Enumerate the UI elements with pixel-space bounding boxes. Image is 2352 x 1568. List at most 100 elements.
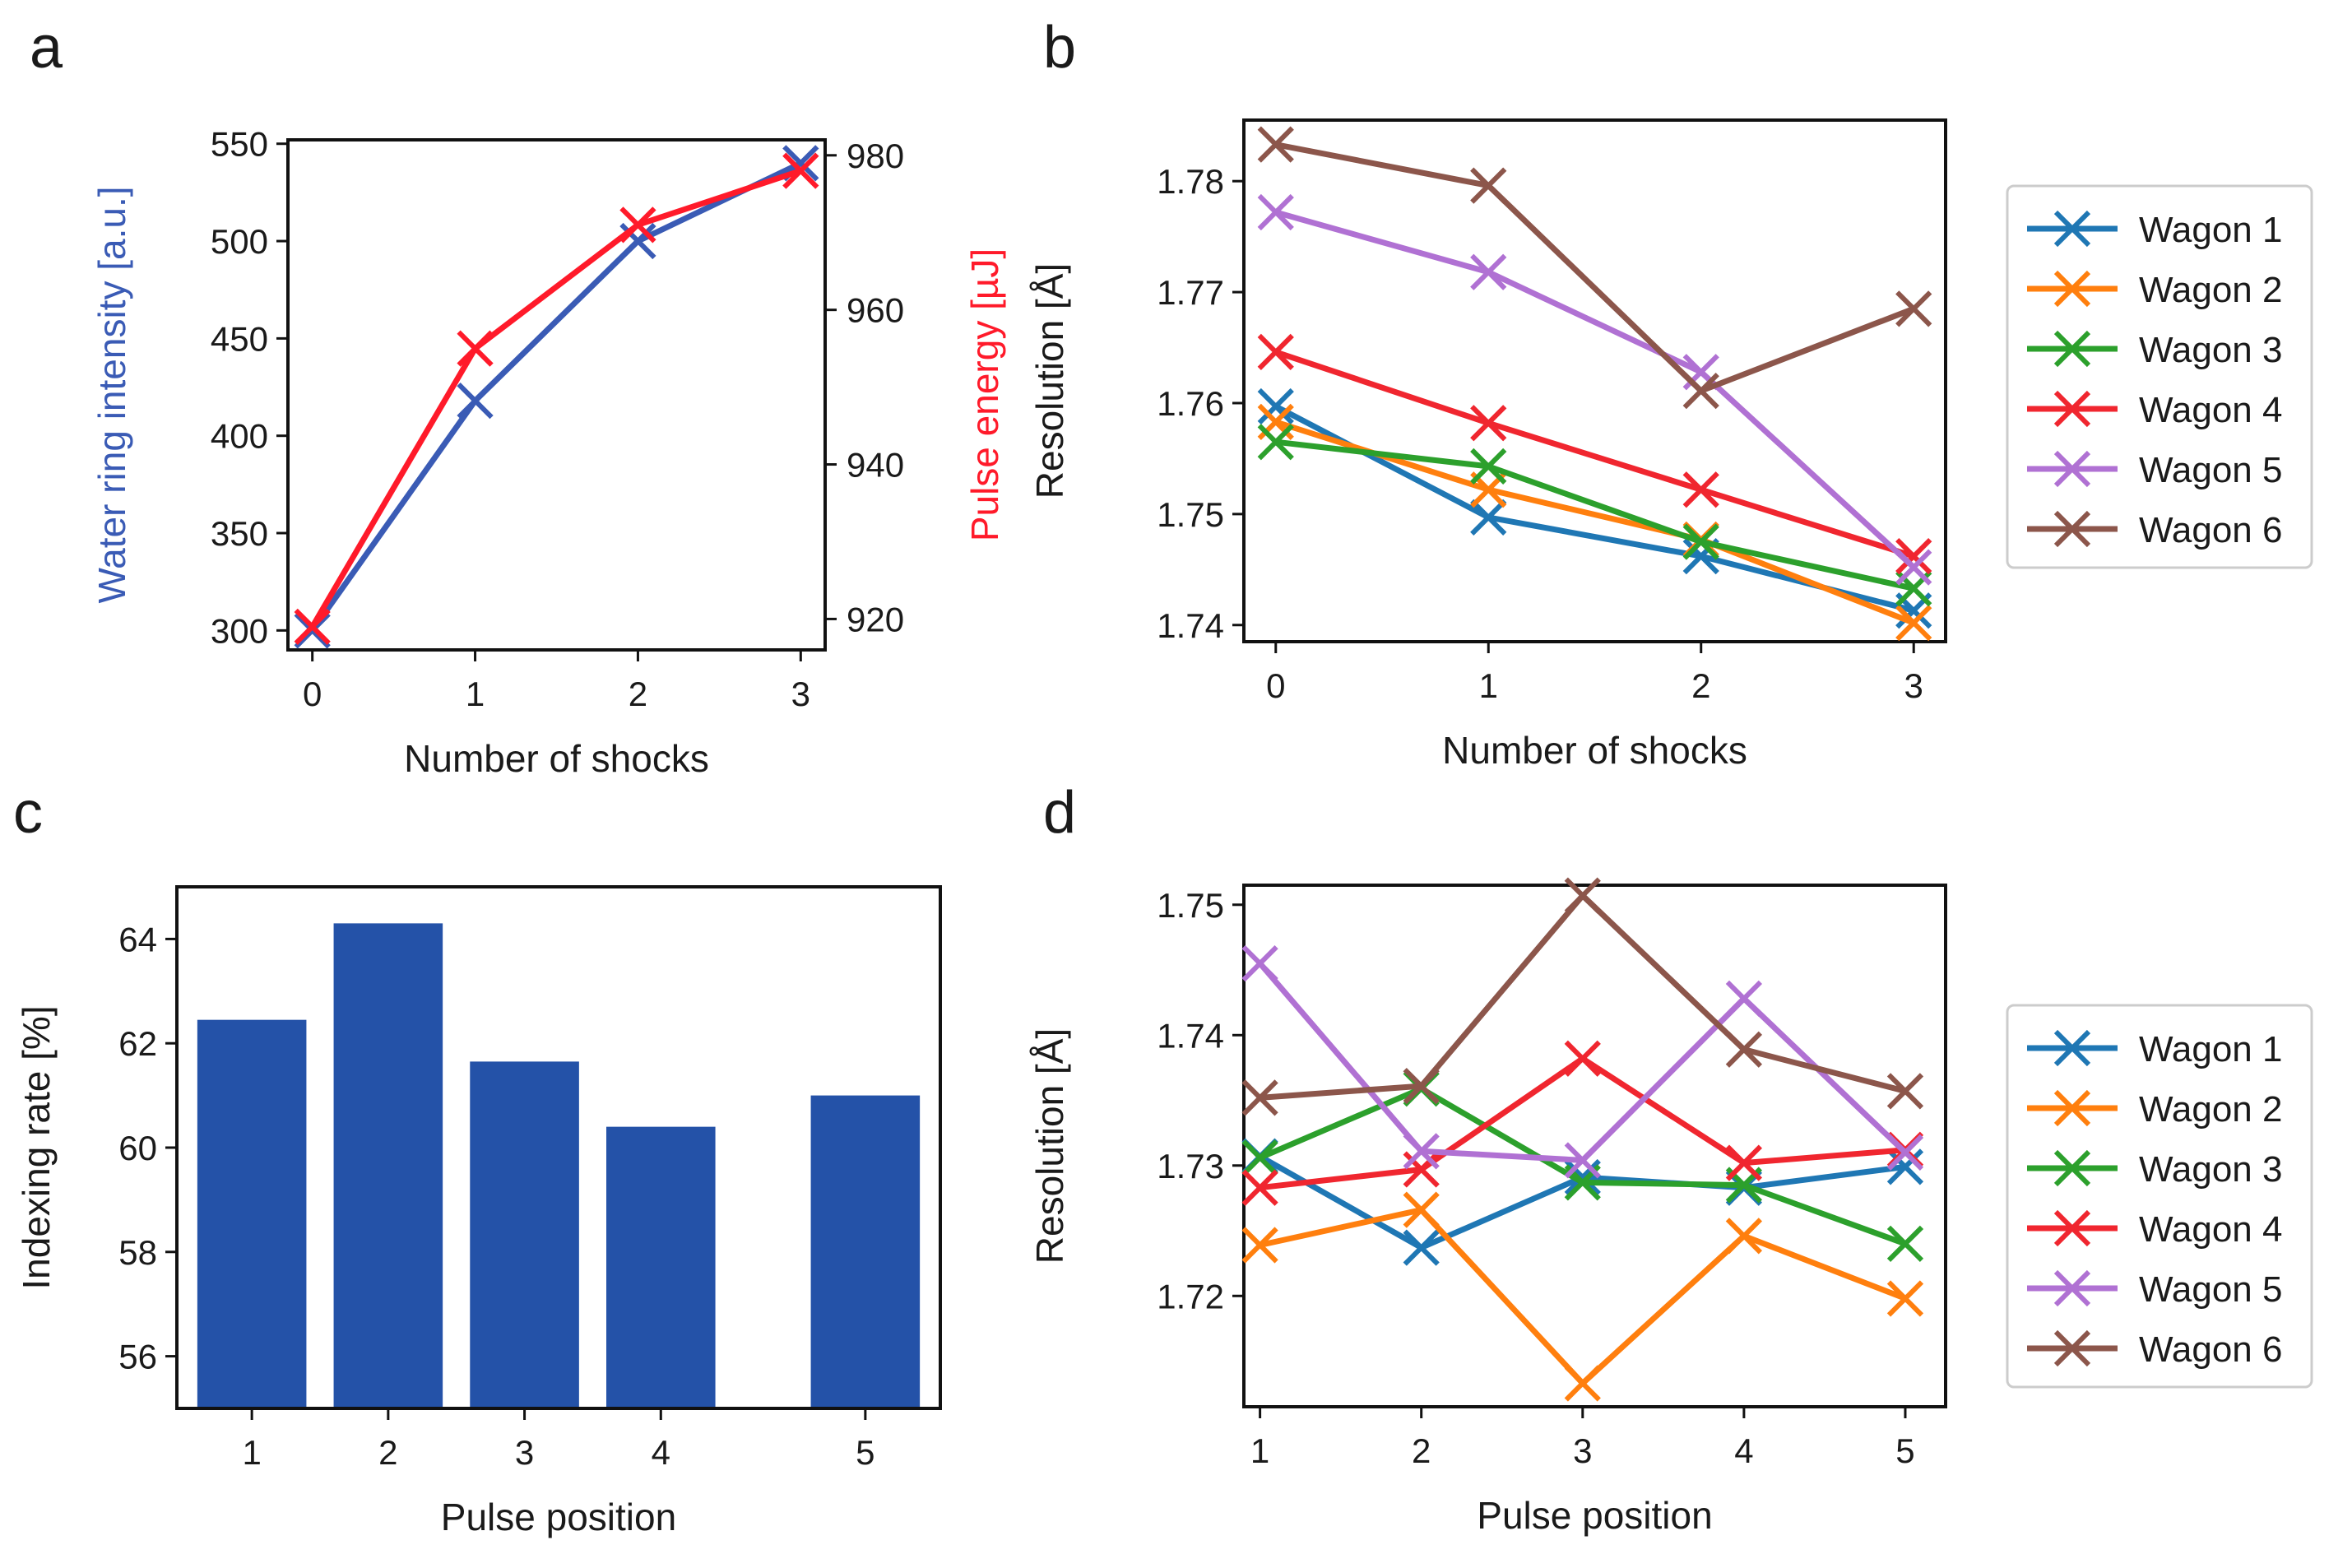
panel-letter-c: c: [13, 780, 43, 846]
panel-b-wagon-5-line: [1274, 209, 1916, 570]
panel-d-xtick-label: 2: [1412, 1431, 1431, 1470]
panel-b-legend-label: Wagon 3: [2139, 330, 2282, 370]
panel-d-legend-swatch-marker: [2053, 1209, 2091, 1247]
panel-a-ytick-label: 500: [211, 222, 268, 261]
panel-letter-d: d: [1043, 780, 1076, 846]
panel-d-legend-label: Wagon 4: [2139, 1209, 2282, 1250]
panel-d-wagon-6-point: [1241, 1079, 1278, 1116]
panel-c-ytick-label: 64: [118, 920, 157, 958]
panel-d-wagon-3-point: [1886, 1225, 1924, 1263]
panel-b-legend-swatch-marker: [2053, 510, 2091, 548]
panel-b-wagon-5-point: [1257, 193, 1294, 231]
panel-a-water-ring-point: [619, 222, 656, 260]
panel-d-wagon-5-point: [1403, 1133, 1440, 1170]
panel-c-ytick-label: 58: [118, 1233, 157, 1272]
panel-d-legend-label: Wagon 3: [2139, 1149, 2282, 1190]
panel-d-ytick-label: 1.75: [1157, 886, 1224, 925]
panel-d-wagon-1-point: [1403, 1229, 1440, 1266]
panel-d-wagon-3-point: [1241, 1139, 1278, 1176]
panel-b-legend-label: Wagon 5: [2139, 450, 2282, 490]
panel-a-ytick-right-label: 960: [847, 291, 904, 330]
panel-d-wagon-2-point: [1241, 1227, 1278, 1264]
panel-c-bar: [197, 1019, 307, 1408]
panel-a-ylabel-left: Water ring intensity [a.u.]: [90, 186, 133, 603]
panel-a-xlabel: Number of shocks: [404, 737, 709, 780]
panel-c-xtick-label: 1: [242, 1433, 261, 1472]
panel-a-water-ring-point: [457, 382, 494, 420]
panel-d-xtick-label: 3: [1573, 1431, 1592, 1470]
panel-d-legend-label: Wagon 6: [2139, 1329, 2282, 1370]
panel-c-ytick-label: 60: [118, 1129, 157, 1167]
panel-a-xtick-label: 0: [303, 675, 322, 713]
panel-c-bar: [470, 1061, 579, 1408]
panel-d-wagon-5-point: [1725, 980, 1763, 1018]
panel-b-ytick-label: 1.77: [1157, 273, 1224, 312]
panel-b-wagon-1-point: [1470, 499, 1507, 536]
panel-c-xlabel: Pulse position: [441, 1496, 676, 1538]
panel-d-ytick-label: 1.74: [1157, 1016, 1224, 1055]
panel-a-pulse-energy-point: [294, 608, 331, 645]
panel-b-wagon-3-point: [1682, 523, 1719, 560]
panel-d-legend-label: Wagon 2: [2139, 1089, 2282, 1130]
panel-b-legend-swatch-marker: [2053, 450, 2091, 488]
panel-a-ytick-label: 300: [211, 611, 268, 650]
panel-d-xtick-label: 4: [1734, 1431, 1753, 1470]
panel-c-bar: [810, 1095, 921, 1408]
panel-b-xlabel: Number of shocks: [1442, 729, 1747, 772]
panel-c-bar: [606, 1126, 716, 1408]
panel-a-plot-frame: [286, 138, 827, 652]
panel-letter-a: a: [30, 15, 63, 81]
panel-d-wagon-5-point: [1241, 944, 1278, 982]
panel-b-wagon-1-point: [1257, 387, 1294, 425]
panel-b-wagon-6-line: [1275, 141, 1915, 394]
panel-b-wagon-6-point: [1682, 373, 1719, 410]
panel-d-xlabel: Pulse position: [1477, 1494, 1712, 1537]
panel-b-xtick-label: 0: [1266, 666, 1285, 705]
panel-b-ytick-label: 1.78: [1157, 162, 1224, 201]
panel-c-ylabel: Indexing rate [%]: [15, 1005, 58, 1289]
panel-b-wagon-4-point: [1682, 471, 1719, 508]
panel-b-wagon-4-point: [1257, 333, 1294, 371]
panel-a-ytick-label: 350: [211, 514, 268, 553]
panel-c-xtick-label: 2: [378, 1433, 397, 1472]
panel-c-chart: 1 2 3 4 5 56 58 60 62 64 Pulse position Indexing ra…: [15, 885, 942, 1538]
panel-letter-b: b: [1043, 15, 1076, 81]
panel-d-xtick-label: 5: [1895, 1431, 1914, 1470]
panel-c-xtick-label: 3: [515, 1433, 534, 1472]
panel-b-wagon-3-point: [1470, 448, 1507, 485]
panel-d-wagon-1-point: [1564, 1158, 1601, 1196]
panel-a-pulse-energy-point: [457, 330, 494, 367]
panel-b-ytick-label: 1.75: [1157, 495, 1224, 534]
panel-d-wagon-3-line: [1259, 1085, 1907, 1247]
panel-d-legend-swatch-marker: [2053, 1269, 2091, 1307]
panel-d-legend-swatch-marker: [2053, 1149, 2091, 1187]
panel-d-legend-label: Wagon 5: [2139, 1269, 2282, 1310]
panel-d-ylabel: Resolution [Å]: [1028, 1028, 1071, 1264]
panel-b-legend-swatch-marker: [2053, 390, 2091, 428]
panel-d-legend-swatch-marker: [2053, 1029, 2091, 1067]
panel-a-water-ring-line: [309, 160, 802, 633]
panel-b-xtick-label: 1: [1479, 666, 1498, 705]
panel-d-wagon-5-point: [1564, 1142, 1601, 1179]
panel-d-ytick-label: 1.72: [1157, 1277, 1224, 1315]
panel-a-ytick-right-label: 920: [847, 600, 904, 638]
panel-d-wagon-4-point: [1725, 1144, 1763, 1181]
panel-b-xtick-label: 2: [1691, 666, 1710, 705]
panel-d-wagon-4-point: [1241, 1169, 1278, 1206]
panel-a-pulse-energy-point: [619, 206, 656, 244]
panel-a-ytick-label: 550: [211, 125, 268, 164]
panel-d-legend-swatch-marker: [2053, 1089, 2091, 1127]
panel-b-plot-frame: [1242, 118, 1947, 643]
panel-b-legend-swatch-marker: [2053, 330, 2091, 368]
panel-d-ytick-label: 1.73: [1157, 1147, 1224, 1185]
panel-d-legend-label: Wagon 1: [2139, 1029, 2282, 1069]
panel-c-ytick-label: 56: [118, 1338, 157, 1376]
panel-d-legend-box: [2006, 1004, 2313, 1389]
panel-b-legend-label: Wagon 6: [2139, 510, 2282, 550]
panel-d-wagon-2-point: [1886, 1280, 1924, 1317]
panel-b-legend-label: Wagon 4: [2139, 390, 2282, 430]
panel-b-wagon-3-point: [1257, 424, 1294, 461]
panel-b-wagon-5-point: [1895, 549, 1932, 586]
panel-b-wagon-6-point: [1895, 290, 1932, 327]
